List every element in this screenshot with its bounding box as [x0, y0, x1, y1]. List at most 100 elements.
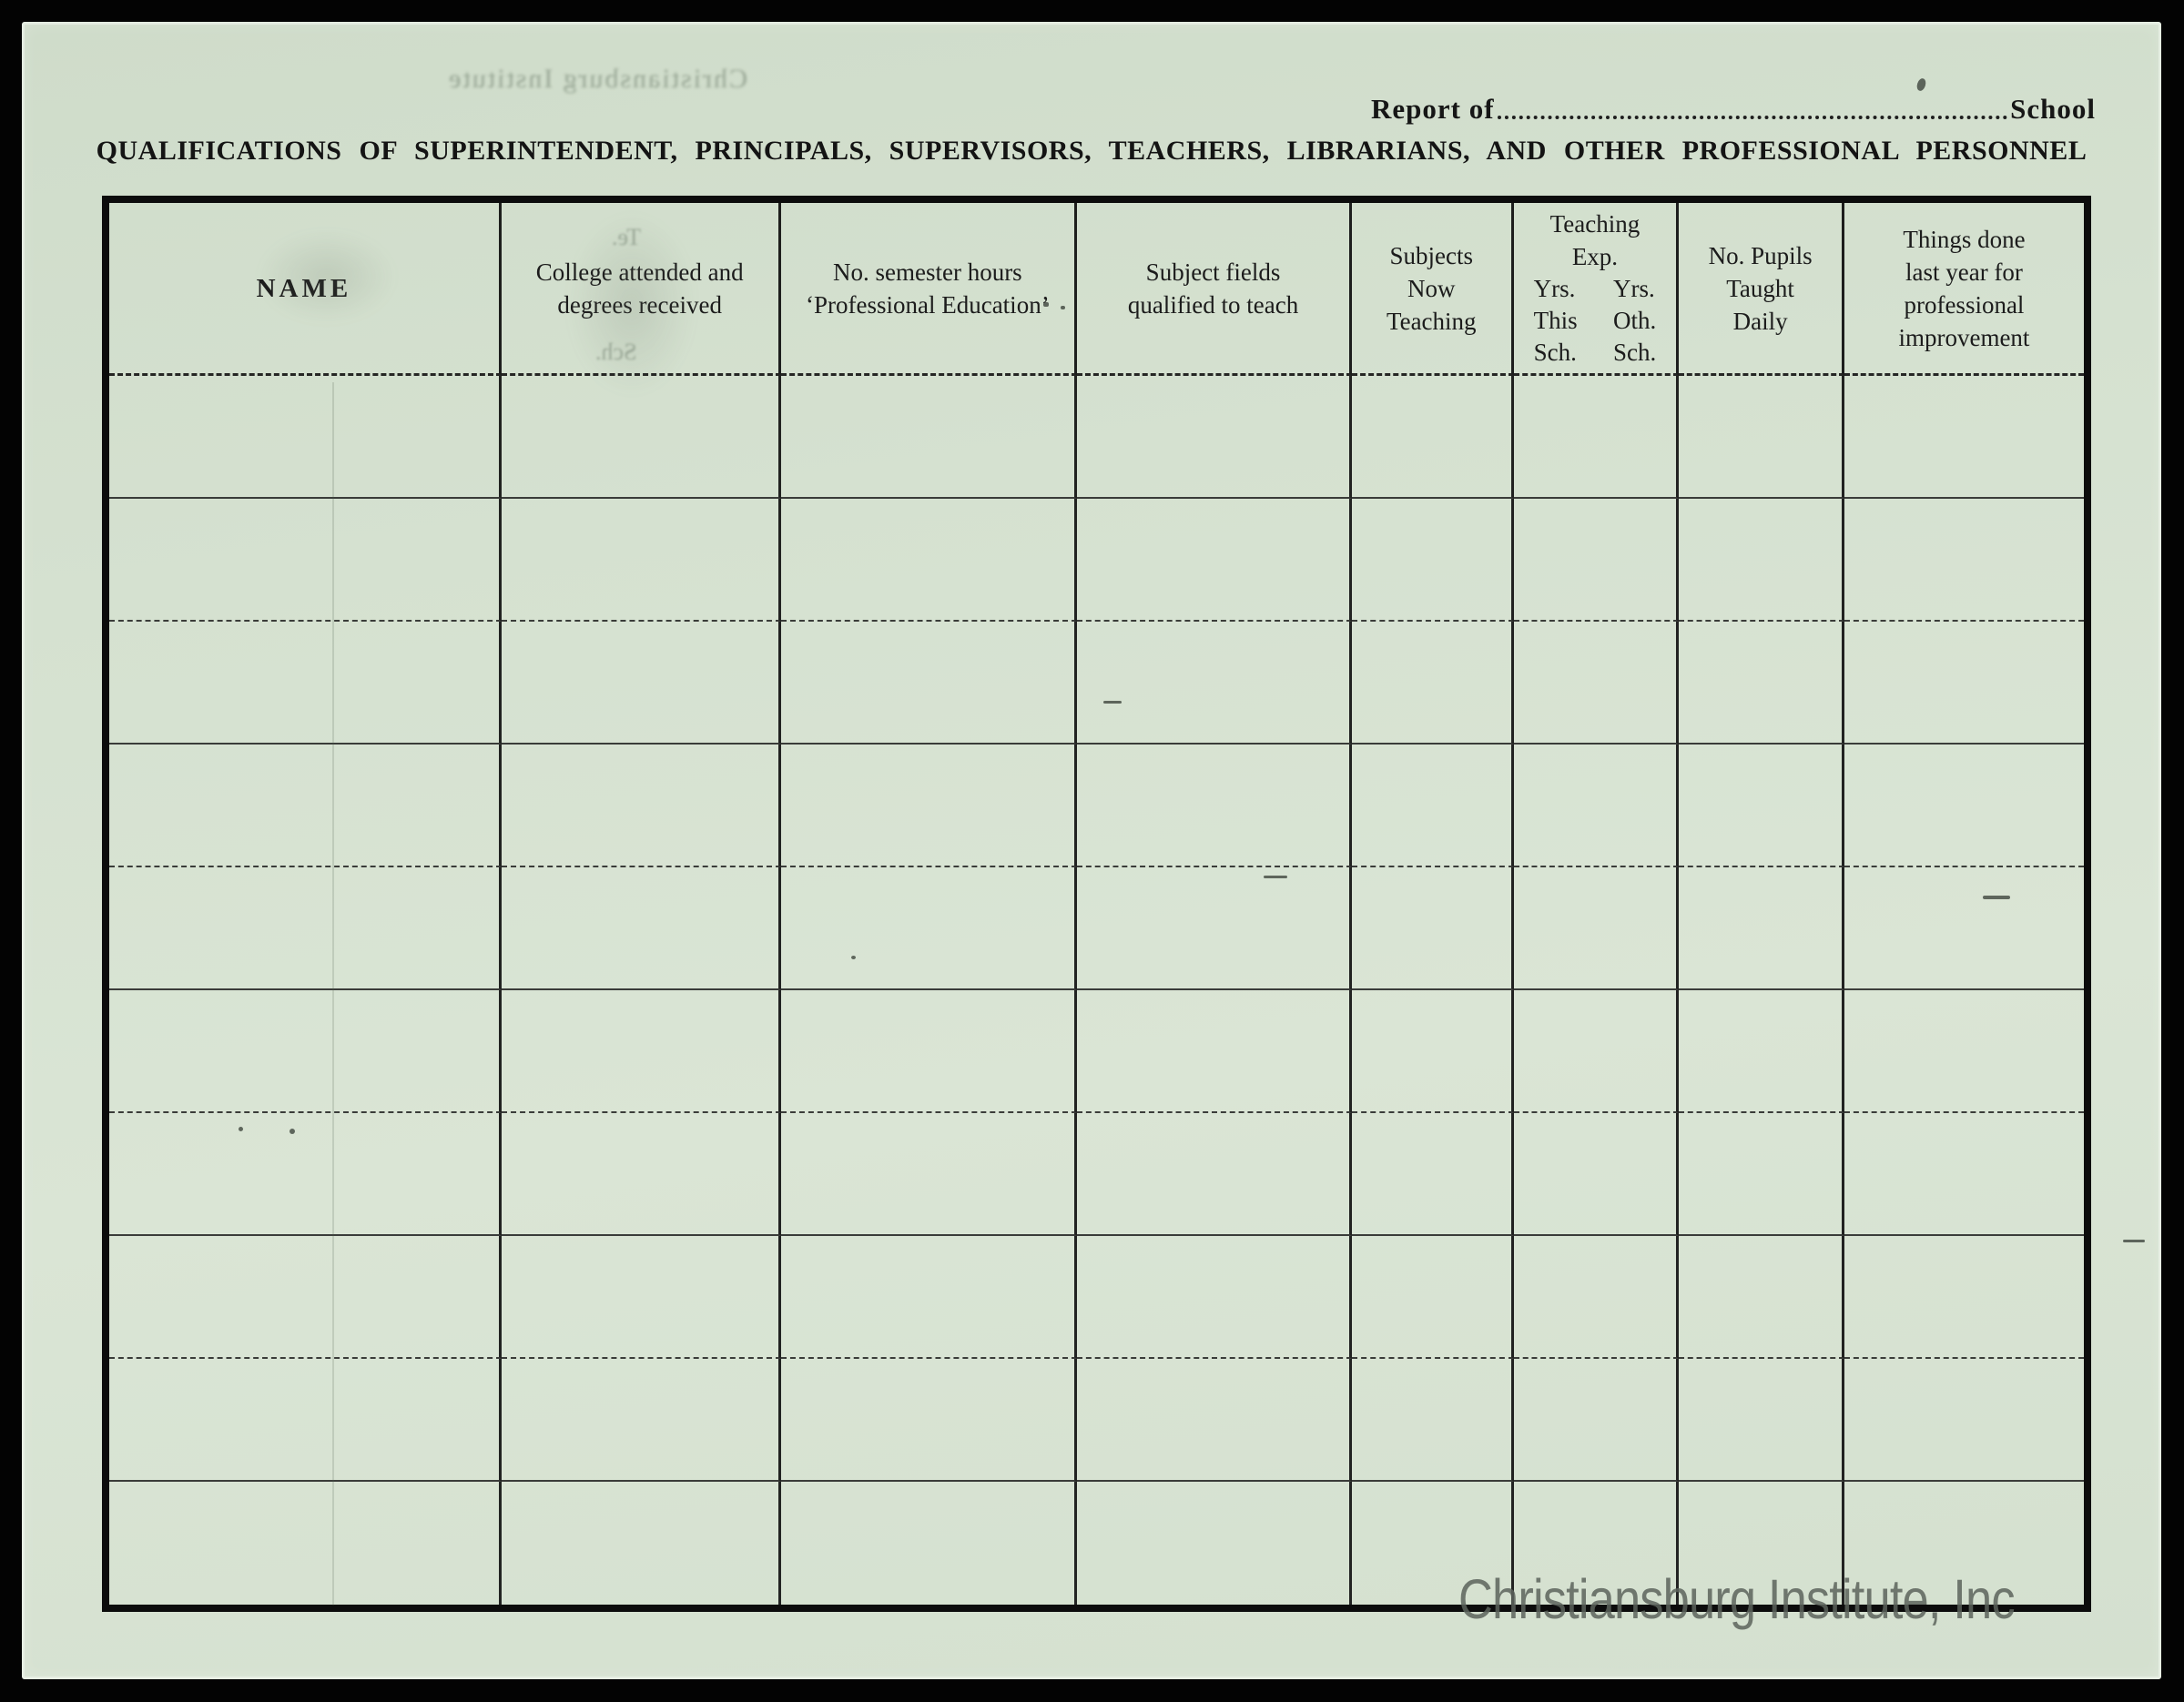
- header-line: Yrs.: [1613, 275, 1655, 302]
- table-cell: [109, 1359, 502, 1482]
- scanned-paper: Christiansburg Institute Te. Sch. Report…: [22, 22, 2161, 1679]
- column-header-college-degrees: College attended and degrees received: [501, 203, 781, 376]
- table-cell: [1513, 376, 1680, 499]
- table-cell: [501, 376, 781, 499]
- table-cell: [780, 1113, 1078, 1236]
- table-cell: [1679, 1113, 1844, 1236]
- table-cell: [780, 1236, 1078, 1359]
- column-header-subject-fields: Subject fields qualified to teach: [1077, 203, 1352, 376]
- header-line: qualified to teach: [1127, 290, 1299, 319]
- table-cell: [1077, 1359, 1352, 1482]
- table-cell: [1679, 376, 1844, 499]
- column-header-name: NAME: [109, 203, 502, 376]
- header-line: Taught: [1726, 274, 1794, 302]
- table-cell: [109, 990, 502, 1113]
- watermark: Christiansburg Institute, Inc: [1458, 1568, 2016, 1630]
- table-cell: [109, 499, 502, 622]
- table-cell: [1077, 622, 1352, 745]
- table-cell: [109, 622, 502, 745]
- header-line: NAME: [257, 272, 352, 305]
- table-cell: [1351, 1359, 1514, 1482]
- table-cell: [1351, 622, 1514, 745]
- scan-smudge: [259, 231, 395, 322]
- column-header-teaching-experience: Teaching Exp. Yrs. This Sch. Yrs. Oth. S…: [1513, 203, 1680, 376]
- table-cell: [501, 1113, 781, 1236]
- table-cell: [1679, 1236, 1844, 1359]
- column-header-professional-improvement: Things done last year for professional i…: [1844, 203, 2084, 376]
- ink-speck: [290, 1129, 295, 1134]
- table-cell: [781, 1482, 1078, 1605]
- table-cell: [501, 499, 781, 622]
- table-cell: [109, 1236, 502, 1359]
- table-cell: [109, 1113, 502, 1236]
- table-cell: [1844, 1236, 2084, 1359]
- table-cell: [1077, 990, 1352, 1113]
- table-cell: [1351, 1113, 1514, 1236]
- header-line: last year for: [1905, 258, 2023, 286]
- scan-smudge: [568, 213, 696, 395]
- header-line: Sch.: [1613, 339, 1657, 366]
- table-cell: [1351, 867, 1514, 990]
- column-header-semester-hours: No. semester hours ‘Professional Educati…: [780, 203, 1078, 376]
- ink-speck: [239, 1127, 243, 1131]
- table-cell: [109, 376, 502, 499]
- table-cell: [501, 990, 781, 1113]
- header-line: Oth.: [1613, 307, 1657, 334]
- table-cell: [1513, 867, 1680, 990]
- table-cell: [1351, 376, 1514, 499]
- table-cell: [1077, 1236, 1352, 1359]
- header-line: Sch.: [1533, 339, 1577, 366]
- table-cell: [1077, 376, 1352, 499]
- table-cell: [1844, 622, 2084, 745]
- header-line: Yrs.: [1533, 275, 1576, 302]
- table-cell: [1077, 1482, 1352, 1605]
- table-cell: [501, 867, 781, 990]
- form-title: QUALIFICATIONS OF SUPERINTENDENT, PRINCI…: [96, 136, 2087, 166]
- table-cell: [501, 622, 781, 745]
- table-cell: [1844, 376, 2084, 499]
- table-cell: [1514, 1482, 1680, 1605]
- header-line: College attended and: [536, 258, 744, 286]
- table-cell: [1844, 745, 2084, 867]
- table-cell: [1077, 745, 1352, 867]
- column-header-subjects-now-teaching: Subjects Now Teaching: [1351, 203, 1514, 376]
- header-line: Exp.: [1571, 243, 1619, 270]
- header-line: Things done: [1903, 225, 2026, 253]
- teaching-exp-subcolumns: Yrs. This Sch. Yrs. Oth. Sch.: [1519, 273, 1671, 369]
- ink-speck: [851, 956, 856, 959]
- table-cell: [780, 376, 1078, 499]
- table-cell: [1351, 1236, 1514, 1359]
- ink-speck: [1103, 701, 1122, 704]
- table-cell: [501, 745, 781, 867]
- qualifications-table: NAME College attended and degrees receiv…: [102, 196, 2091, 1612]
- table-cell: [1351, 499, 1514, 622]
- table-cell: [501, 1236, 781, 1359]
- school-label: School: [2010, 93, 2096, 125]
- table-cell: [1513, 1359, 1680, 1482]
- table-cell: [1679, 745, 1844, 867]
- header-line: Now: [1407, 274, 1456, 302]
- dotted-leader-line: [1497, 116, 2008, 119]
- header-line: Subject fields: [1145, 258, 1281, 286]
- header-line: Teaching: [1549, 210, 1641, 238]
- table-cell: [109, 867, 502, 990]
- table-cell: [1844, 1359, 2084, 1482]
- table-cell: [1077, 499, 1352, 622]
- header-line: degrees received: [557, 289, 722, 321]
- header-line: No. semester hours: [832, 258, 1022, 286]
- ink-speck: [1983, 896, 2010, 899]
- table-cell: [1679, 1482, 1844, 1605]
- table-cell: [780, 1359, 1078, 1482]
- table-cell: [780, 499, 1078, 622]
- table-cell: [1513, 499, 1680, 622]
- teaching-exp-other-school: Yrs. Oth. Sch.: [1613, 273, 1656, 369]
- header-line: No. Pupils: [1708, 241, 1813, 269]
- header-line: improvement: [1898, 323, 2030, 351]
- table-cell: [1679, 867, 1844, 990]
- ink-speck: [2123, 1240, 2145, 1242]
- table-cell: [1513, 745, 1680, 867]
- table-cell: [109, 1482, 502, 1605]
- report-of-line: Report of School: [1371, 86, 2096, 126]
- table-cell: [1513, 1236, 1680, 1359]
- table-cell: [502, 1482, 781, 1605]
